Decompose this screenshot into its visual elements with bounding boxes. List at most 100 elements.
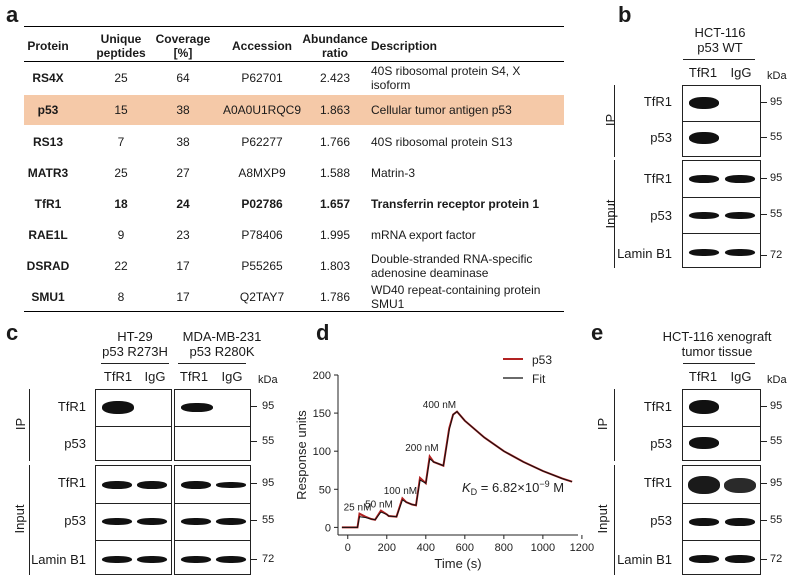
legend-label-p53: p53 [532,353,552,367]
table-cell-ratio: 1.588 [319,165,351,180]
blot-band [689,437,719,449]
panel-e-marker-4: 55 [770,514,783,526]
panel-label-c: c [6,320,19,345]
table-cell-description: 40S ribosomal protein S13 [371,134,513,149]
marker-tick [251,559,257,560]
y-tick-label: 150 [313,408,331,420]
blot-band [689,132,719,144]
table-cell-coverage: 27 [176,165,190,180]
table-cell-protein: MATR3 [27,165,69,180]
panel-c-title-underline-1 [101,363,169,364]
panel-e-marker-1: 95 [770,400,783,412]
table-cell-ratio: 1.786 [319,289,351,304]
panel-e-marker-3: 95 [770,477,783,489]
blot-band [216,518,246,525]
protein-table: Protein Unique peptides Coverage [%] Accessio… [0,0,570,315]
blot-band [137,556,167,563]
panel-label-a: a [6,2,19,27]
table-cell-coverage: 23 [176,227,190,242]
table-cell-ratio: 1.766 [319,134,351,149]
table-cell-protein: RS13 [32,134,64,149]
marker-tick [761,178,767,179]
panel-b-input-bracket [614,160,615,268]
table-cell-peptides: 25 [114,70,128,85]
panel-b-lane-1: TfR1 [688,65,718,80]
table-cell-ratio: 1.863 [319,102,351,117]
x-tick-label: 200 [378,542,396,554]
blot-band [102,556,132,563]
panel-e-blot-input [682,465,761,575]
panel-e-lane-1: TfR1 [688,369,718,384]
panel-b-title-underline [683,59,755,60]
concentration-label: 25 nM [344,503,372,514]
table-cell-accession: P78406 [241,227,283,242]
table-top-rule [24,26,564,27]
blot-band [216,482,246,488]
table-cell-description: isoform [371,78,411,92]
panel-c-row-label-4: p53 [64,513,86,528]
marker-tick [761,255,767,256]
table-header-col-2: Coverage [155,32,211,46]
panel-c-marker-2: 55 [262,435,275,447]
panel-e-input-bracket [614,465,615,575]
blot-band [689,212,719,219]
panel-e-title-line2: tumor tissue [681,344,753,359]
series-line-fit [341,410,573,528]
panel-e-row-label-4: p53 [650,513,672,528]
x-tick-label: 400 [417,542,435,554]
blot-band [137,481,167,489]
panel-b-title-line1: HCT-116 [694,25,746,40]
blot-band [725,212,755,219]
panel-e-title-underline [683,363,755,364]
marker-tick [761,406,767,407]
x-tick-label: 800 [495,542,513,554]
blot-band [181,403,213,412]
table-cell-protein: DSRAD [26,258,70,273]
y-axis-label: Response units [294,410,309,500]
panel-b-kda-label: kDa [767,70,787,82]
blot-divider [175,426,250,427]
blot-band [688,476,720,494]
blot-divider [96,540,171,541]
table-cell-ratio: 1.657 [319,196,351,211]
panel-c-lane-4: IgG [221,369,243,384]
blot-band [725,518,755,526]
x-tick-label: 600 [456,542,474,554]
panel-e-row-label-1: TfR1 [643,399,672,414]
y-tick-label: 0 [325,522,331,534]
panel-c-lane-2: IgG [144,369,166,384]
marker-tick [251,406,257,407]
table-header-rule [24,61,564,62]
blot-band [102,401,134,414]
table-cell-accession: P02786 [241,196,283,211]
table-cell-protein: SMU1 [31,289,65,304]
blot-divider [175,540,250,541]
panel-e-marker-2: 55 [770,435,783,447]
panel-b-row-label-1: TfR1 [643,94,672,109]
table-cell-ratio: 1.803 [319,258,351,273]
panel-e-marker-5: 72 [770,553,783,565]
marker-tick [761,214,767,215]
table-cell-peptides: 22 [114,258,128,273]
panel-b-blot-ip [682,85,761,157]
panel-c-blot-ip-1 [95,389,172,461]
y-tick-label: 50 [319,484,331,496]
panel-c-title-underline-2 [178,363,246,364]
panel-c-lane-3: TfR1 [179,369,209,384]
panel-c-blot-input-2 [174,465,251,575]
panel-c-title-2-line1: MDA-MB-231 [182,329,262,344]
blot-divider [683,540,760,541]
blot-band [724,478,756,493]
blot-band [725,175,755,183]
table-row-highlight [24,95,564,125]
panel-c-blot-input-1 [95,465,172,575]
panel-b-row-label-3: TfR1 [643,171,672,186]
panel-c-kda-label: kDa [258,374,278,386]
table-header-col-3: Accession [231,39,293,53]
table-cell-description: Matrin-3 [371,165,416,180]
panel-c-title-2-line2: p53 R280K [189,344,255,359]
blot-band [689,555,719,563]
blot-band [725,555,755,563]
panel-e-title-line1: HCT-116 xenograft [662,329,772,344]
concentration-label: 200 nM [405,443,438,454]
